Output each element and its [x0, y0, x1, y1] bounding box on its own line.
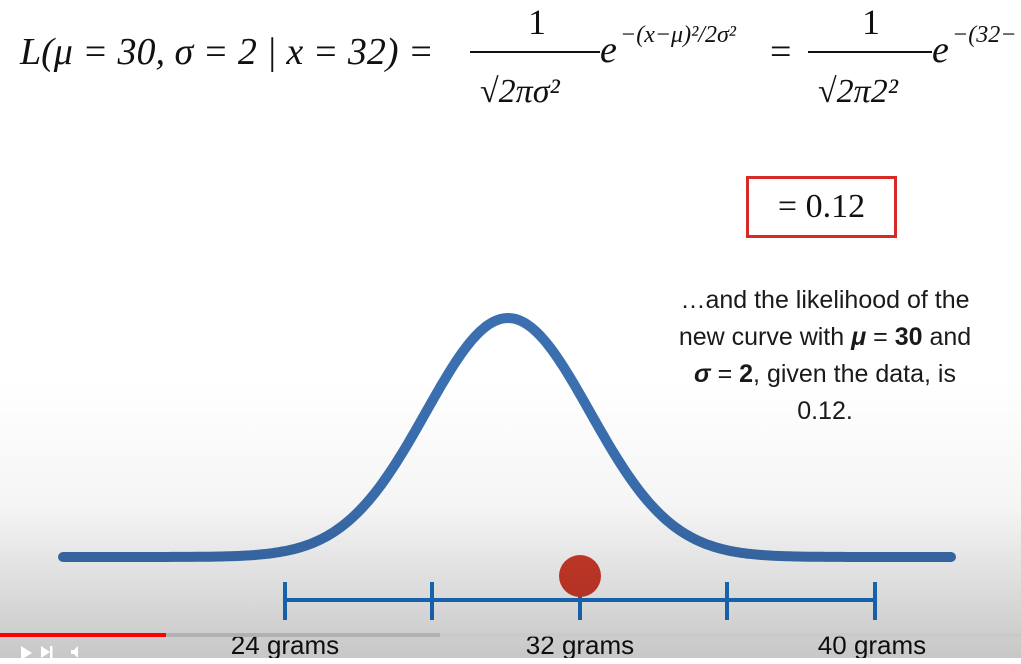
mu-symbol: μ [851, 323, 867, 351]
next-icon[interactable] [40, 645, 54, 662]
caption-line-1: …and the likelihood of the [680, 286, 970, 314]
exponent1-power: −(x−μ)²/2σ² [620, 22, 737, 48]
caption-line-3-post: , given the data, is [753, 360, 956, 388]
equation-lhs: L(μ = 30, σ = 2 | x = 32) = [19, 31, 434, 73]
exponent2-power: −(32− [952, 22, 1016, 48]
result-box: = 0.12 [746, 176, 897, 238]
progress-played[interactable] [0, 633, 167, 637]
fraction2-denominator: √2π2² [818, 73, 899, 110]
likelihood-equation: L(μ = 30, σ = 2 | x = 32) = 1 √2πσ² e −(… [19, 2, 1016, 110]
caption-eq-1: = [866, 323, 895, 351]
progress-track[interactable] [0, 633, 1021, 637]
caption-line-2-post: and [922, 323, 972, 351]
play-icon[interactable] [18, 645, 34, 664]
progress-buffered [0, 633, 440, 637]
equation-equals2: = [770, 31, 791, 73]
mu-value: 30 [894, 323, 923, 351]
fraction2-numerator: 1 [862, 2, 880, 42]
volume-icon[interactable] [70, 645, 86, 662]
exponent1-base: e [600, 29, 617, 71]
caption-text: …and the likelihood of the new curve wit… [615, 282, 1021, 430]
sigma-value: 2 [739, 360, 754, 388]
fraction1-denominator: √2πσ² [480, 73, 560, 110]
exponent2-base: e [932, 29, 949, 71]
sigma-symbol: σ [694, 360, 711, 388]
normal-curve [58, 312, 956, 562]
caption-line-3: σ = 2, given the data, is [615, 356, 1021, 393]
fraction1-numerator: 1 [528, 2, 546, 42]
data-point [559, 555, 601, 597]
caption-line-4: 0.12. [797, 397, 853, 425]
result-value: = 0.12 [777, 188, 866, 225]
caption-eq-2: = [710, 360, 740, 388]
caption-line-2-pre: new curve with [678, 323, 852, 351]
caption-line-2: new curve with μ = 30 and [615, 319, 1021, 356]
